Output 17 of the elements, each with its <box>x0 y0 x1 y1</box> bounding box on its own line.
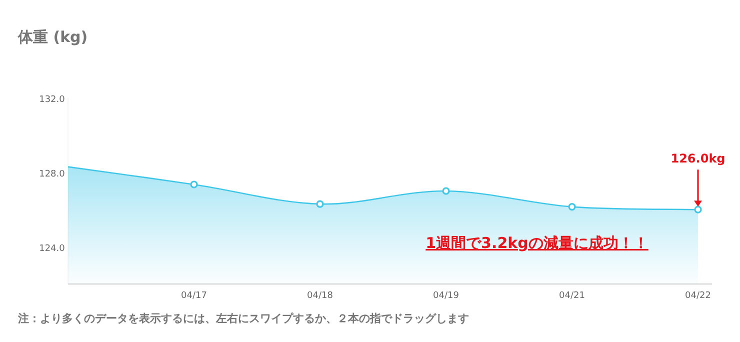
y-tick-label: 124.0 <box>39 244 66 254</box>
chart-title: 体重 (kg) <box>17 28 88 46</box>
annotation: 1週間で3.2kgの減量に成功！！ <box>426 234 648 252</box>
text: 注：より多くのデータを表示するには、左右にスワイプするか、２本の指でドラッグします <box>17 312 469 325</box>
point <box>316 200 324 208</box>
x-tick-label: 04/22 <box>685 291 711 301</box>
x-tick-label: 04/17 <box>181 291 207 301</box>
y-tick-label: 132.0 <box>39 95 66 105</box>
point <box>568 203 576 211</box>
x-tick-label: 04/18 <box>307 291 334 301</box>
point <box>442 187 450 195</box>
x-tick-label: 04/19 <box>433 291 460 301</box>
x-tick-label: 04/21 <box>559 291 585 301</box>
annotation: 126.0kg <box>670 152 726 166</box>
point <box>190 180 198 188</box>
point <box>694 206 702 214</box>
y-tick-label: 128.0 <box>39 169 66 180</box>
